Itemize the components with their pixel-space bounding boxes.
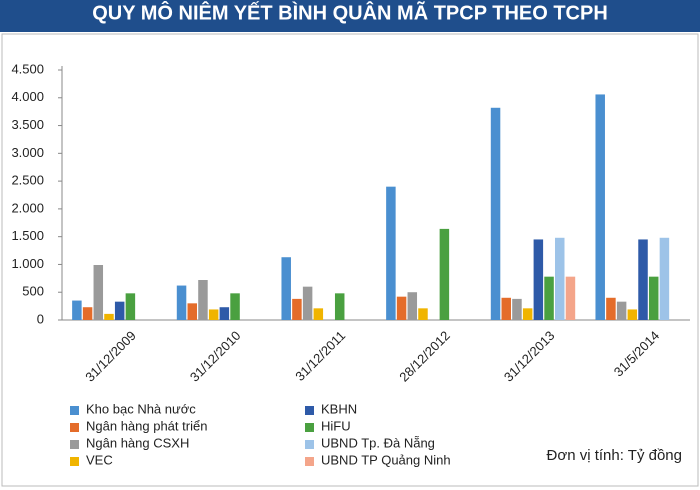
bar — [334, 293, 345, 320]
legend-label: Ngân hàng CSXH — [86, 435, 189, 450]
bar — [198, 280, 208, 320]
y-tick-label: 4.500 — [11, 61, 44, 76]
bar — [606, 297, 616, 320]
unit-note: Đơn vị tính: Tỷ đồng — [547, 447, 682, 464]
x-tick-label: 28/12/2012 — [396, 328, 453, 385]
bar — [638, 239, 648, 320]
legend-label: KBHN — [321, 401, 357, 416]
bar — [176, 285, 187, 320]
bar — [490, 107, 501, 321]
legend-label: Ngân hàng phát triển — [86, 418, 207, 433]
y-tick-label: 1.000 — [11, 256, 44, 271]
bar — [407, 292, 418, 320]
legend-swatch — [305, 423, 314, 432]
bar — [616, 301, 627, 320]
y-tick-label: 3.500 — [11, 117, 44, 132]
legend-label: HiFU — [321, 418, 351, 433]
bar — [555, 237, 565, 320]
legend-label: UBND TP Quảng Ninh — [321, 452, 451, 467]
x-tick-label: 31/12/2009 — [82, 328, 139, 385]
y-tick-label: 500 — [22, 284, 44, 299]
bar — [72, 300, 82, 320]
header-band — [0, 0, 700, 32]
bar — [386, 186, 396, 320]
bar — [648, 276, 659, 320]
bar — [396, 296, 407, 320]
bar — [208, 309, 219, 320]
legend-swatch — [70, 440, 79, 449]
bar — [418, 308, 428, 320]
bar — [544, 276, 554, 320]
legend-swatch — [70, 457, 79, 466]
bar — [125, 293, 136, 320]
x-tick-label: 31/12/2010 — [187, 328, 244, 385]
legend-swatch — [70, 406, 79, 415]
bar — [114, 301, 125, 320]
bar — [292, 298, 302, 320]
bar — [627, 309, 638, 320]
bar — [302, 286, 313, 320]
bar — [565, 276, 576, 320]
chart-frame — [1, 33, 699, 487]
bar — [313, 308, 324, 320]
bar — [512, 298, 522, 320]
bar — [522, 308, 533, 320]
bar — [281, 257, 291, 320]
bar — [533, 239, 544, 320]
legend-label: Kho bạc Nhà nước — [86, 401, 196, 416]
legend-swatch — [305, 406, 314, 415]
y-tick-label: 2.500 — [11, 173, 44, 188]
bar — [501, 297, 511, 320]
bar — [439, 228, 450, 320]
x-tick-label: 31/5/2014 — [611, 328, 663, 380]
bar — [595, 94, 605, 320]
y-tick-label: 0 — [37, 311, 44, 326]
x-tick-label: 31/12/2011 — [292, 328, 348, 384]
bar — [104, 313, 114, 320]
bar — [659, 237, 670, 320]
bar — [230, 293, 240, 320]
bar — [219, 307, 230, 320]
legend-swatch — [305, 440, 314, 449]
y-tick-label: 1.500 — [11, 228, 44, 243]
y-tick-label: 4.000 — [11, 89, 44, 104]
bar — [93, 265, 104, 320]
legend-swatch — [70, 423, 79, 432]
bar — [82, 307, 93, 320]
chart-title: QUY MÔ NIÊM YẾT BÌNH QUÂN MÃ TPCP THEO T… — [92, 0, 608, 24]
y-tick-label: 3.000 — [11, 145, 44, 160]
y-tick-label: 2.000 — [11, 200, 44, 215]
legend-swatch — [305, 457, 314, 466]
legend-label: UBND Tp. Đà Nẵng — [321, 435, 435, 450]
legend-label: VEC — [86, 452, 113, 467]
bar — [187, 303, 197, 320]
x-tick-label: 31/12/2013 — [501, 328, 558, 385]
